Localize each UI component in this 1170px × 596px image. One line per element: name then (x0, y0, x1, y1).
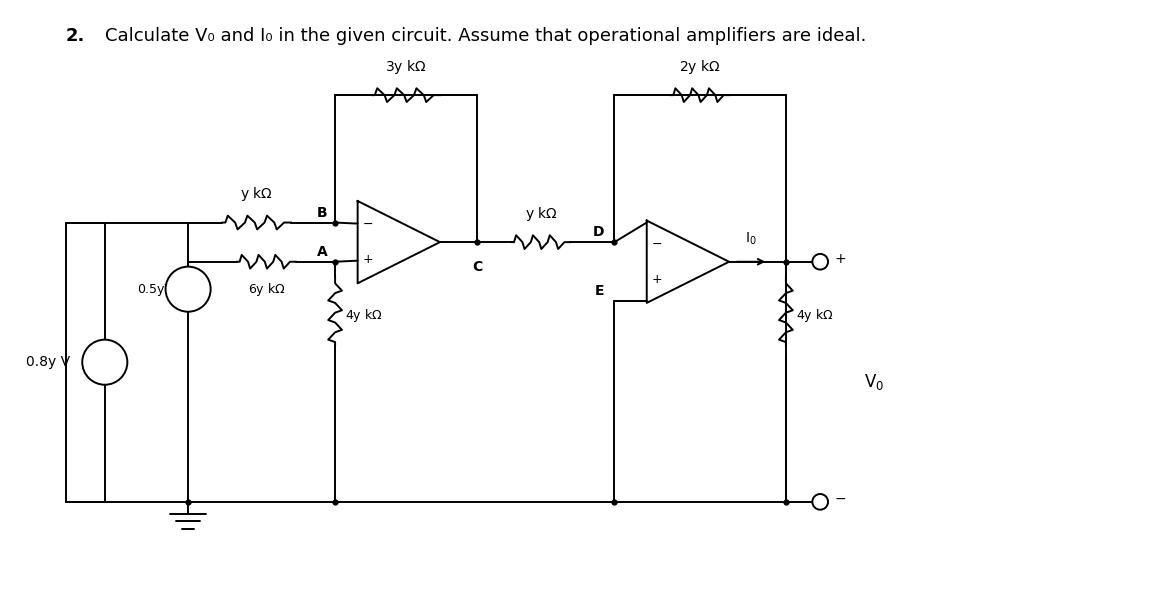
Text: −: − (89, 369, 98, 379)
Text: y k$\Omega$: y k$\Omega$ (240, 185, 273, 203)
Text: 4y k$\Omega$: 4y k$\Omega$ (796, 307, 833, 324)
Text: E: E (596, 284, 605, 298)
Text: 0.5yV: 0.5yV (138, 283, 173, 296)
Text: +: + (652, 272, 662, 285)
Text: D: D (593, 225, 605, 239)
Text: 3y k$\Omega$: 3y k$\Omega$ (385, 58, 427, 76)
Text: 2.: 2. (66, 27, 85, 45)
Text: 2y k$\Omega$: 2y k$\Omega$ (680, 58, 721, 76)
Text: Calculate V₀ and I₀ in the given circuit. Assume that operational amplifiers are: Calculate V₀ and I₀ in the given circuit… (105, 27, 866, 45)
Circle shape (812, 254, 828, 269)
Text: +: + (363, 253, 373, 266)
Text: V$_0$: V$_0$ (865, 372, 885, 392)
Text: −: − (363, 218, 373, 231)
Circle shape (812, 494, 828, 510)
Text: +: + (835, 252, 847, 266)
Text: A: A (317, 245, 328, 259)
Text: −: − (652, 238, 662, 251)
Text: I$_0$: I$_0$ (745, 231, 757, 247)
Text: 0.8y V: 0.8y V (27, 355, 70, 369)
Text: 6y k$\Omega$: 6y k$\Omega$ (248, 281, 285, 299)
Text: −: − (181, 295, 191, 305)
Text: y k$\Omega$: y k$\Omega$ (524, 204, 557, 222)
Text: 4y k$\Omega$: 4y k$\Omega$ (345, 307, 383, 324)
Text: C: C (472, 260, 482, 274)
Circle shape (166, 266, 211, 312)
Text: −: − (835, 492, 847, 506)
Text: +: + (181, 272, 191, 283)
Circle shape (82, 340, 128, 385)
Text: B: B (317, 206, 328, 219)
Text: +: + (89, 346, 98, 355)
